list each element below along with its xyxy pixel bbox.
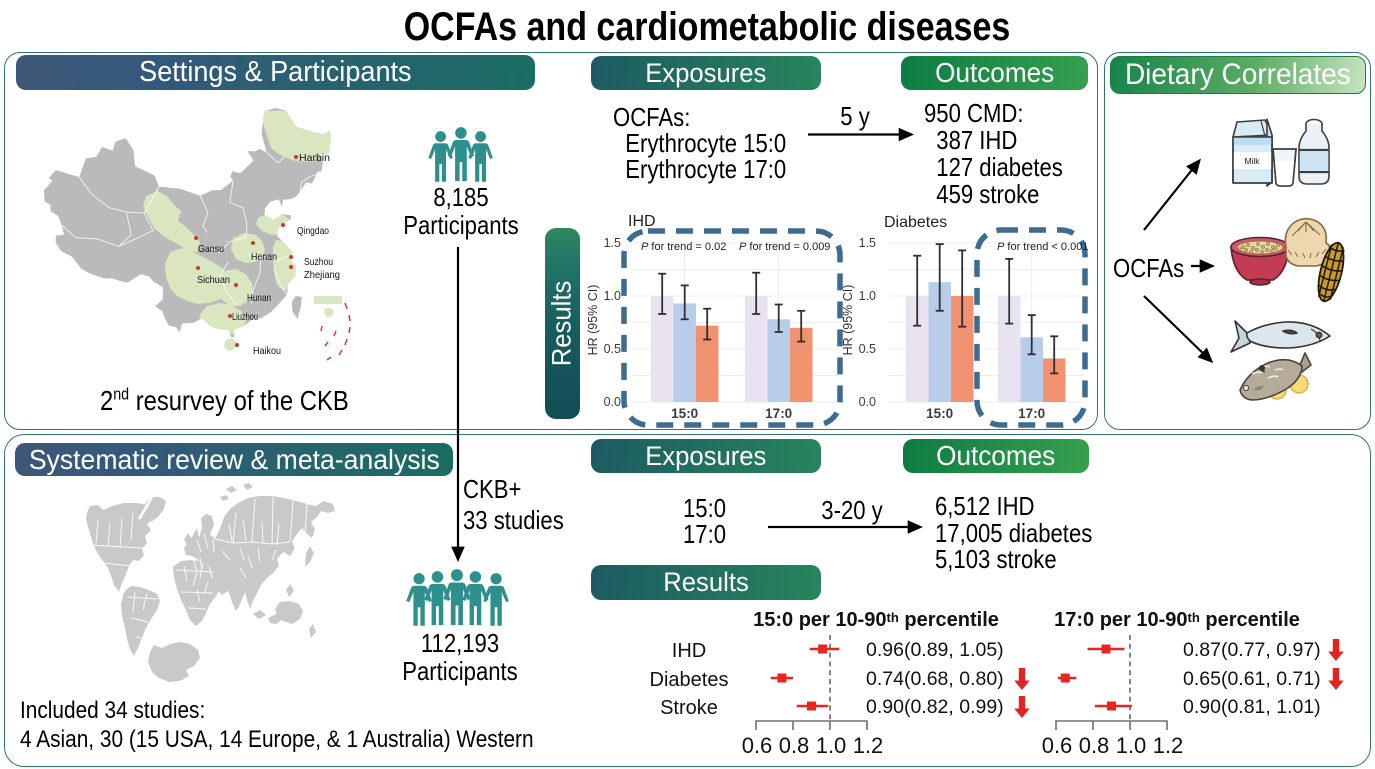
svg-text:17:0 per 10-90th percentile: 17:0 per 10-90th percentile: [1054, 609, 1300, 631]
svg-text:17:0: 17:0: [765, 406, 792, 421]
svg-text:Hunan: Hunan: [247, 293, 271, 304]
svg-text:Sichuan: Sichuan: [197, 275, 230, 286]
svg-text:0.0: 0.0: [604, 395, 621, 409]
svg-text:1.0: 1.0: [604, 289, 621, 303]
svg-text:Liuzhou: Liuzhou: [232, 312, 258, 323]
svg-text:HR (95% CI): HR (95% CI): [841, 285, 855, 356]
svg-text:Gansu: Gansu: [198, 244, 224, 255]
svg-text:1.5: 1.5: [604, 236, 621, 250]
svg-text:0.8: 0.8: [779, 733, 810, 758]
svg-text:1.0: 1.0: [1116, 733, 1147, 758]
svg-text:IHD: IHD: [672, 640, 706, 662]
svg-text:0.90(0.82, 0.99): 0.90(0.82, 0.99): [866, 696, 1004, 718]
svg-text:0.0: 0.0: [859, 395, 876, 409]
svg-text:Diabetes: Diabetes: [884, 214, 947, 231]
svg-text:17:0: 17:0: [1018, 406, 1045, 421]
svg-text:15:0: 15:0: [671, 406, 698, 421]
svg-text:HR (95% CI): HR (95% CI): [586, 285, 600, 356]
svg-text:Henan: Henan: [251, 252, 277, 263]
svg-text:0.90(0.81, 1.01): 0.90(0.81, 1.01): [1183, 696, 1321, 718]
svg-text:0.6: 0.6: [742, 733, 773, 758]
svg-text:0.5: 0.5: [604, 342, 621, 356]
svg-text:1.2: 1.2: [1153, 733, 1184, 758]
svg-text:Diabetes: Diabetes: [650, 669, 729, 691]
svg-text:1.0: 1.0: [816, 733, 847, 758]
svg-text:15:0 per 10-90th percentile: 15:0 per 10-90th percentile: [753, 609, 999, 631]
svg-text:Zhejiang: Zhejiang: [304, 270, 340, 281]
svg-text:P for trend < 0.001: P for trend < 0.001: [997, 241, 1088, 253]
svg-text:0.6: 0.6: [1042, 733, 1073, 758]
svg-text:IHD: IHD: [628, 213, 656, 230]
svg-text:P for trend = 0.009: P for trend = 0.009: [739, 241, 830, 253]
svg-text:0.96(0.89, 1.05): 0.96(0.89, 1.05): [866, 639, 1004, 661]
svg-text:1.5: 1.5: [859, 236, 876, 250]
svg-text:Harbin: Harbin: [299, 153, 330, 164]
svg-text:0.74(0.68, 0.80): 0.74(0.68, 0.80): [866, 668, 1004, 690]
svg-text:0.8: 0.8: [1079, 733, 1110, 758]
svg-text:0.5: 0.5: [859, 342, 876, 356]
svg-text:Stroke: Stroke: [660, 697, 718, 719]
svg-text:0.65(0.61, 0.71): 0.65(0.61, 0.71): [1183, 668, 1321, 690]
svg-text:15:0: 15:0: [926, 406, 953, 421]
svg-text:Milk: Milk: [1244, 156, 1260, 166]
svg-text:Haikou: Haikou: [253, 346, 281, 357]
svg-text:Qingdao: Qingdao: [297, 226, 329, 237]
svg-text:P for trend = 0.02: P for trend = 0.02: [641, 241, 726, 253]
svg-text:1.0: 1.0: [859, 289, 876, 303]
svg-text:0.87(0.77, 0.97): 0.87(0.77, 0.97): [1183, 639, 1321, 661]
svg-text:1.2: 1.2: [853, 733, 884, 758]
svg-text:Suzhou: Suzhou: [304, 257, 333, 268]
